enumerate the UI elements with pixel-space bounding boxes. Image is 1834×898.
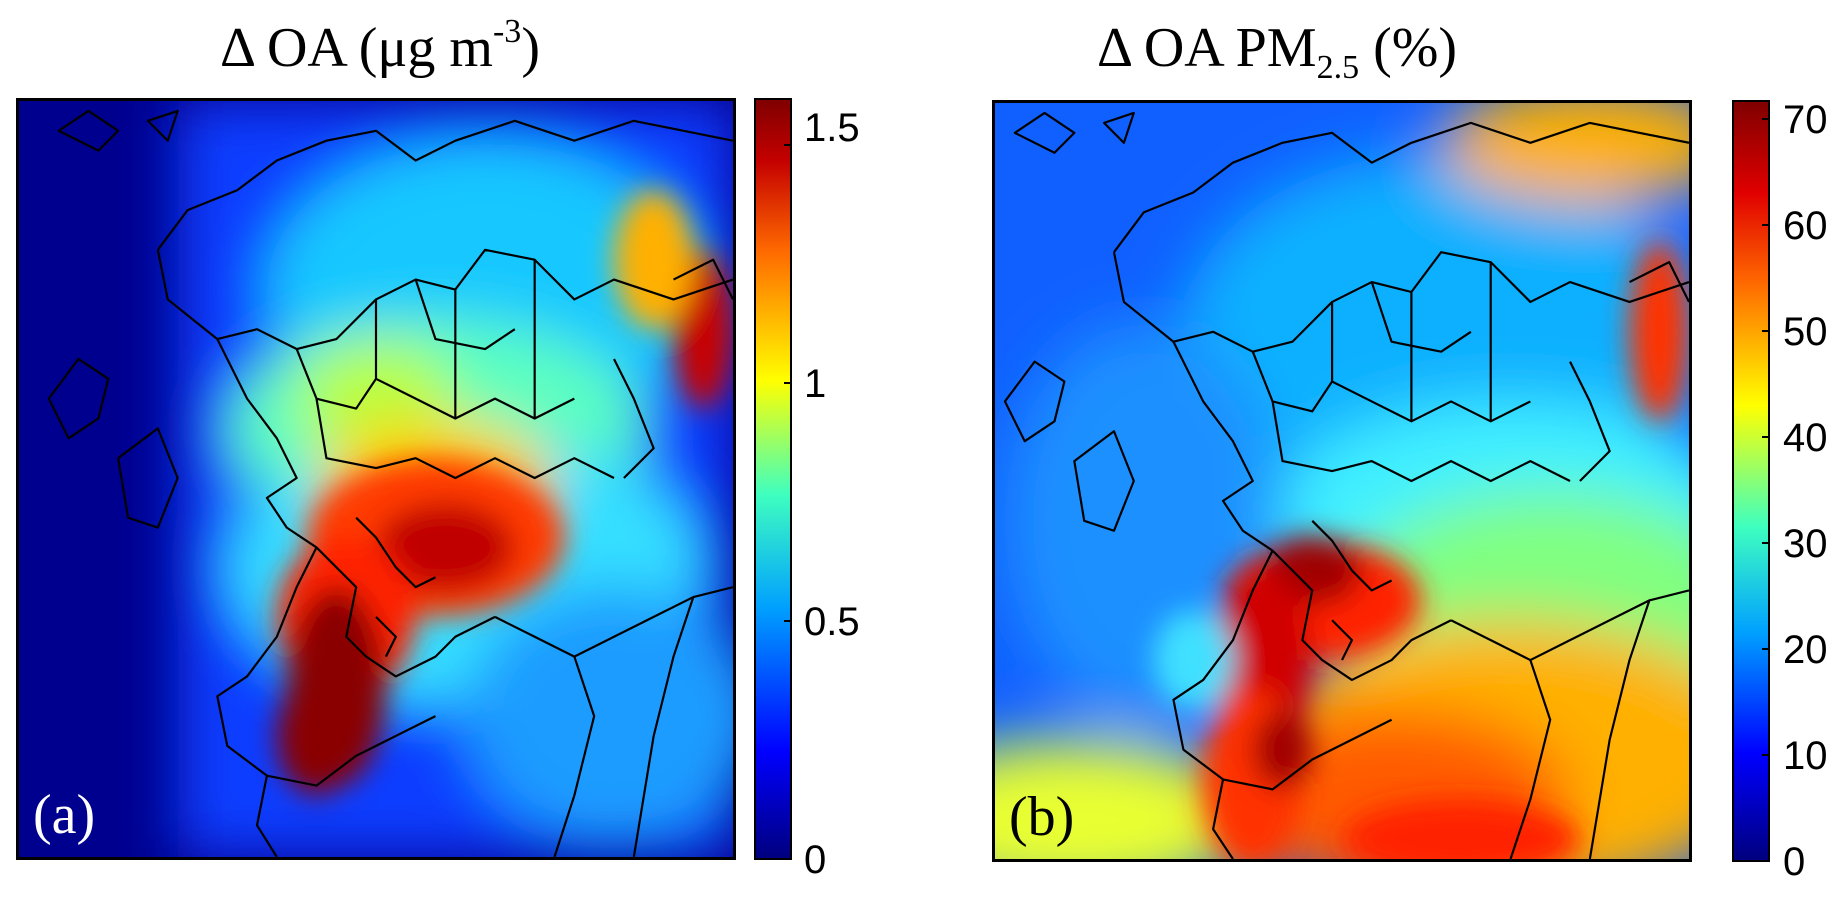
colorbar-tick-label: 0 <box>1783 840 1806 884</box>
panel-oa-concentration: Δ OA (μg m-3) <box>16 13 860 882</box>
colorbar-tickmark <box>1762 224 1770 226</box>
colorbar-tick-label: 60 <box>1783 204 1828 248</box>
colorbar-tickmark <box>1762 118 1770 120</box>
panel-title: Δ OA PM2.5 (%) <box>1096 17 1458 87</box>
colorbar-tick-label: 40 <box>1783 416 1828 460</box>
panel-label: (b) <box>1009 786 1075 848</box>
colorbar-tickmark <box>1762 330 1770 332</box>
colorbar-tick-label: 0 <box>804 838 827 882</box>
colorbar-tickmark <box>1762 754 1770 756</box>
colorbar <box>754 98 792 860</box>
panel-title: Δ OA (μg m-3) <box>220 13 540 79</box>
colorbar-tick-label: 1.5 <box>804 106 860 150</box>
colorbar-tick-label: 30 <box>1783 522 1828 566</box>
colorbar-tickmark <box>1762 436 1770 438</box>
colorbar-tickmark <box>1762 648 1770 650</box>
colorbar-tickmark <box>784 858 792 860</box>
colorbar-tick-label: 50 <box>1783 310 1828 354</box>
colorbar-tickmark <box>1762 860 1770 862</box>
colorbar-tick-label: 1 <box>804 362 827 406</box>
heatmap-oa <box>19 101 733 857</box>
heatmap-oa-pm25 <box>995 103 1689 859</box>
colorbar-tickmark <box>1762 542 1770 544</box>
colorbar-tick-label: 20 <box>1783 628 1828 672</box>
colorbar-tickmark <box>784 620 792 622</box>
map-oa-concentration: (a) <box>16 98 736 860</box>
colorbar-tick-label: 70 <box>1783 98 1828 142</box>
panel-oa-pm25-percent: Δ OA PM2.5 (%) <box>917 0 1834 898</box>
colorbar-tickmark <box>784 144 792 146</box>
colorbar <box>1732 100 1770 862</box>
panel-label: (a) <box>33 784 96 846</box>
colorbar-tick-label: 0.5 <box>804 600 860 644</box>
colorbar-tick-label: 10 <box>1783 734 1828 778</box>
map-oa-pm25-percent: (b) <box>992 100 1692 862</box>
colorbar-tickmark <box>784 382 792 384</box>
